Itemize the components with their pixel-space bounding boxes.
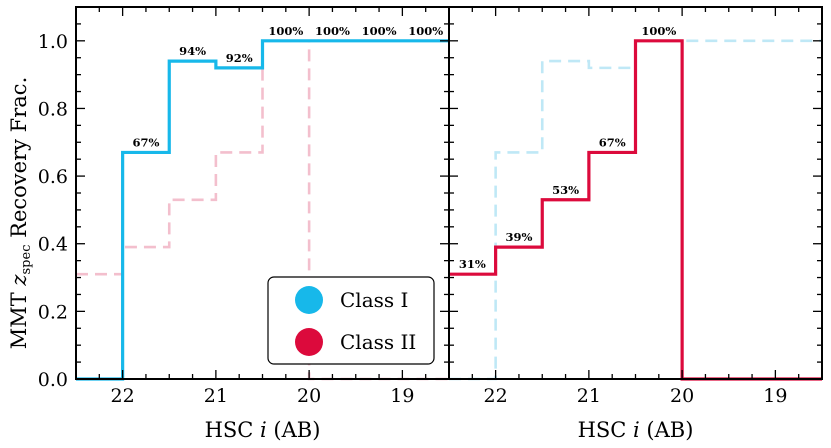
- data-label: 67%: [132, 135, 159, 149]
- x-axis-title: HSC i (AB): [205, 418, 321, 442]
- x-tick-label: 20: [297, 385, 321, 407]
- data-label: 39%: [505, 230, 532, 244]
- data-label: 100%: [362, 24, 397, 38]
- legend-marker-class-2: [295, 328, 323, 356]
- legend-label: Class II: [340, 330, 416, 354]
- y-axis-title-prefix: MMT: [7, 286, 31, 350]
- legend-marker-class-1: [295, 286, 323, 314]
- data-label: 100%: [315, 24, 350, 38]
- data-label: 67%: [599, 135, 626, 149]
- y-tick-label: 0.0: [38, 369, 68, 391]
- data-label: 94%: [179, 44, 206, 58]
- x-tick-label: 20: [670, 385, 694, 407]
- y-tick-label: 0.4: [38, 234, 68, 256]
- legend-label: Class I: [340, 288, 408, 312]
- y-tick-label: 0.8: [38, 98, 68, 120]
- data-label: 31%: [459, 257, 486, 271]
- data-label: 100%: [268, 24, 303, 38]
- series-class-i-solid: [76, 39, 449, 381]
- legend: Class I Class II: [267, 276, 435, 365]
- data-label: 92%: [226, 51, 253, 65]
- y-tick-label: 0.6: [38, 166, 68, 188]
- series-class-i-dashed: [449, 39, 822, 381]
- x-tick-label: 22: [484, 385, 508, 407]
- data-label: 53%: [552, 183, 579, 197]
- panel-right: 31% 39% 53% 67% 100% 22 21 20 19 HSC i (AB): [448, 6, 823, 442]
- data-label: 100%: [641, 24, 676, 38]
- x-tick-label: 19: [763, 385, 787, 407]
- panel-left: 67% 94% 92% 100% 100% 100% 100% 22 21 20 19 0.0 0.2 0…: [38, 6, 450, 442]
- x-tick-label: 19: [390, 385, 414, 407]
- y-tick-label: 1.0: [38, 31, 68, 53]
- y-axis-title-sub: spec: [19, 245, 34, 275]
- y-axis-title: MMT zspec Recovery Frac.: [7, 77, 34, 350]
- y-axis-title-z: z: [7, 274, 31, 287]
- x-axis-title: HSC i (AB): [578, 418, 694, 442]
- data-label: 100%: [408, 24, 443, 38]
- y-axis-title-suffix: Recovery Frac.: [7, 77, 31, 245]
- x-tick-label: 22: [111, 385, 135, 407]
- x-tick-label: 21: [204, 385, 228, 407]
- y-tick-label: 0.2: [38, 301, 68, 323]
- series-class-ii-solid: [449, 39, 822, 381]
- x-tick-label: 21: [577, 385, 601, 407]
